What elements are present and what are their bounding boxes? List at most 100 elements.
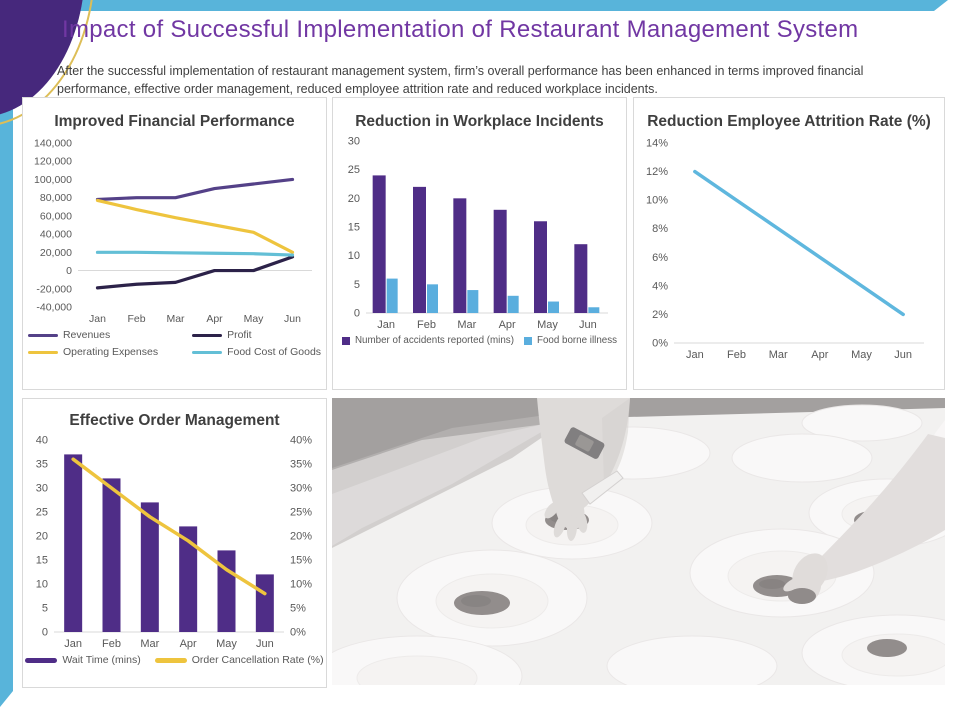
svg-text:6%: 6% [652,252,668,264]
svg-text:Apr: Apr [206,313,223,325]
svg-text:Feb: Feb [102,638,121,650]
legend-item: Number of accidents reported (mins) [341,335,514,347]
svg-text:140,000: 140,000 [34,138,72,150]
svg-text:10%: 10% [290,579,312,591]
top-ribbon-decoration [50,0,948,11]
svg-text:80,000: 80,000 [39,193,71,205]
svg-text:0%: 0% [290,627,306,639]
chart-title-incidents: Reduction in Workplace Incidents [355,113,604,130]
legend-swatch [192,350,223,354]
legend-item: Food Cost of Goods [192,346,321,358]
svg-text:10: 10 [35,579,47,591]
svg-text:0%: 0% [652,338,668,350]
page-subtitle: After the successful implementation of r… [57,64,864,97]
svg-text:20: 20 [347,193,359,205]
svg-text:-20,000: -20,000 [36,284,72,296]
svg-text:100,000: 100,000 [34,174,72,186]
svg-text:25%: 25% [290,507,312,519]
svg-text:Mar: Mar [166,313,185,325]
svg-text:Apr: Apr [811,349,828,361]
svg-text:5: 5 [41,603,47,615]
legend-swatch [25,657,58,663]
svg-text:Jun: Jun [578,319,596,331]
svg-text:8%: 8% [652,224,668,236]
legend-item: Food borne illness [523,335,618,347]
svg-text:15: 15 [35,555,47,567]
financial-performance-chart: 140,000 120,000 100,000 80,000 60,000 40,000 2… [34,138,312,325]
svg-text:10: 10 [347,251,359,263]
svg-text:Jan: Jan [89,313,106,325]
financial-performance-panel: Improved Financial Performance 140,000 12… [22,97,327,390]
svg-text:Feb: Feb [727,349,746,361]
svg-text:Jun: Jun [255,638,273,650]
svg-text:20,000: 20,000 [39,247,71,259]
legend-label: Operating Expenses [62,346,159,359]
svg-text:Jun: Jun [284,313,301,325]
page-title: Impact of Successful Implementation of R… [62,16,859,43]
svg-text:30: 30 [35,483,47,495]
legend-item: Order Cancellation Rate (%) [154,654,324,667]
legend-swatch [27,333,58,337]
svg-text:2%: 2% [652,309,668,321]
svg-text:May: May [243,313,264,325]
legend-swatch [341,336,350,345]
svg-text:5%: 5% [290,603,306,615]
svg-text:May: May [851,349,872,361]
svg-text:35: 35 [35,459,47,471]
svg-text:0: 0 [353,308,359,320]
svg-text:0: 0 [41,627,47,639]
svg-text:20%: 20% [290,531,312,543]
svg-text:Mar: Mar [457,319,476,331]
legend-swatch [523,336,532,345]
svg-text:Feb: Feb [417,319,436,331]
svg-text:15: 15 [347,222,359,234]
order-chart-legend: Wait Time (mins) Order Cancellation Rate … [23,654,326,666]
kitchen-photo [332,398,945,685]
svg-text:35%: 35% [290,459,312,471]
svg-text:40,000: 40,000 [39,229,71,241]
legend-label: Number of accidents reported (mins) [354,335,514,347]
svg-text:Apr: Apr [498,319,515,331]
svg-text:15%: 15% [290,555,312,567]
legend-label: Food borne illness [536,335,618,347]
svg-text:30%: 30% [290,483,312,495]
svg-text:60,000: 60,000 [39,211,71,223]
svg-text:Feb: Feb [127,313,145,325]
svg-text:-40,000: -40,000 [36,302,72,314]
chart-title-financial: Improved Financial Performance [54,113,295,130]
svg-text:Mar: Mar [769,349,788,361]
legend-item: Wait Time (mins) [25,654,141,667]
legend-item: Profit [192,329,252,341]
svg-text:14%: 14% [646,138,668,150]
svg-text:Jan: Jan [686,349,704,361]
legend-swatch [154,657,187,663]
svg-text:Jun: Jun [894,349,912,361]
workplace-incidents-panel: Reduction in Workplace Incidents 30 25 20 1… [332,97,627,390]
legend-label: Wait Time (mins) [62,654,141,667]
order-management-chart: 40 35 30 25 20 15 10 5 0 40% 35% 30% 25% 20% 15% 10% 5% 0… [35,435,312,651]
employee-attrition-chart: 14% 12% 10% 8% 6% 4% 2% 0% Jan Feb Mar Apr May Jun [646,138,924,361]
legend-label: Food Cost of Goods [227,346,322,359]
kitchen-photo-graphic [332,398,945,685]
legend-swatch [27,350,58,354]
legend-item: Revenues [27,329,110,341]
svg-text:25: 25 [35,507,47,519]
incidents-chart-legend: Number of accidents reported (mins) Food … [333,335,626,346]
svg-text:120,000: 120,000 [34,156,72,168]
svg-text:5: 5 [353,279,359,291]
svg-text:40%: 40% [290,435,312,447]
corner-circle-decoration [0,0,93,125]
svg-text:40: 40 [35,435,47,447]
svg-text:Mar: Mar [140,638,159,650]
left-ribbon-decoration [0,95,13,707]
svg-text:May: May [216,638,237,650]
svg-text:20: 20 [35,531,47,543]
svg-text:10%: 10% [646,195,668,207]
workplace-incidents-chart: 30 25 20 15 10 5 0 Jan Feb Mar Apr May Jun [347,136,608,331]
financial-chart-legend: Revenues Profit Operating Expenses Food Cos… [23,329,326,358]
order-management-panel: Effective Order Management 40 35 30 25 20 15 1… [22,398,327,688]
legend-label: Order Cancellation Rate (%) [191,654,324,667]
legend-item: Operating Expenses [27,346,159,359]
svg-text:Apr: Apr [179,638,196,650]
